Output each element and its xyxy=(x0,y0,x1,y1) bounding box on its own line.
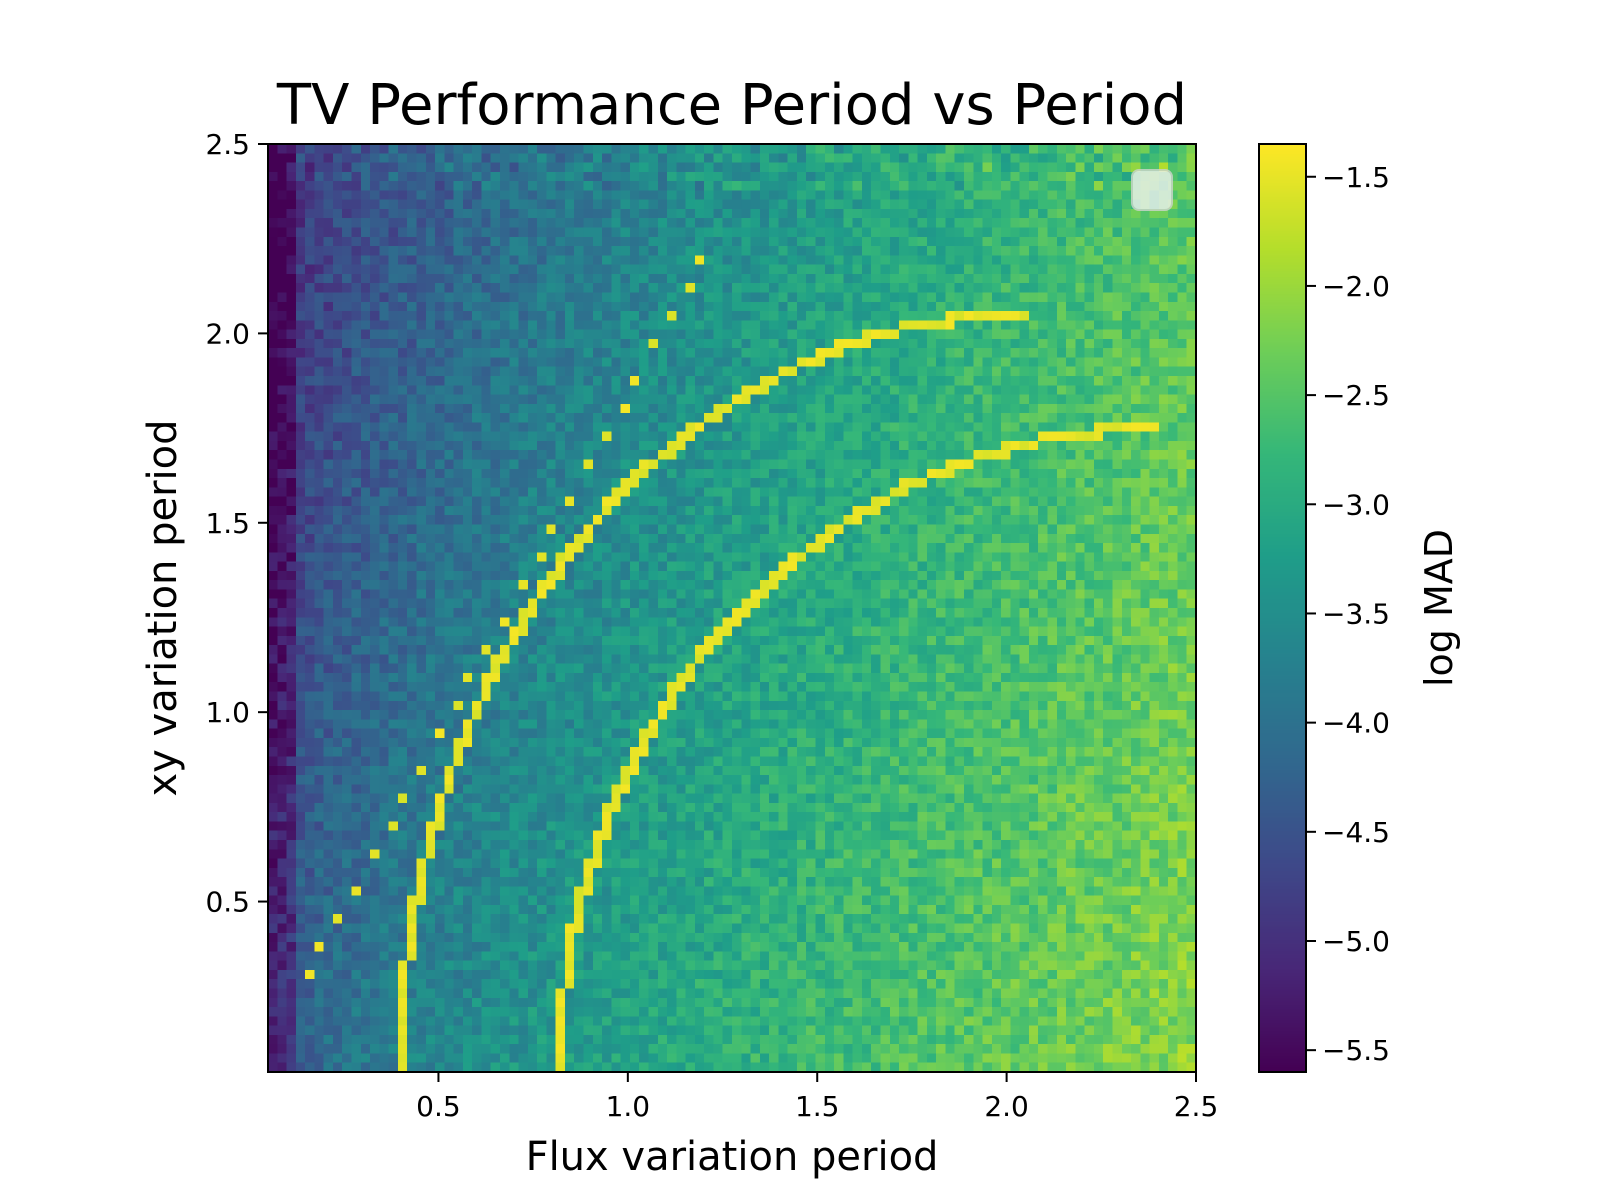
plot-frame xyxy=(267,143,1197,1073)
y-tick-label: 2.5 xyxy=(205,128,250,161)
colorbar-ticks: −1.5 −2.0 −2.5 −3.0 −3.5 −4.0 −4.5 −5.0 −5.5 xyxy=(1306,161,1390,1067)
y-axis-ticks: 0.5 1.0 1.5 2.0 2.5 xyxy=(205,128,268,919)
colorbar-tick-label: −4.5 xyxy=(1322,816,1390,849)
colorbar-tick-label: −5.0 xyxy=(1322,925,1390,958)
colorbar-frame xyxy=(1258,143,1307,1073)
x-tick-label: 2.0 xyxy=(984,1090,1029,1123)
x-tick-label: 2.5 xyxy=(1174,1090,1219,1123)
chart-title: TV Performance Period vs Period xyxy=(276,73,1187,138)
colorbar-tick-label: −1.5 xyxy=(1322,161,1390,194)
colorbar-label: log MAD xyxy=(1417,529,1461,687)
x-axis-ticks: 0.5 1.0 1.5 2.0 2.5 xyxy=(416,1072,1218,1123)
heatmap-image xyxy=(268,144,1196,1072)
y-tick-label: 0.5 xyxy=(205,886,250,919)
colorbar-tick-label: −3.0 xyxy=(1322,488,1390,521)
colorbar-tick-label: −4.0 xyxy=(1322,707,1390,740)
y-axis-label: xy variation period xyxy=(140,419,186,796)
x-axis-label: Flux variation period xyxy=(526,1134,939,1180)
colorbar-tick-label: −5.5 xyxy=(1322,1034,1390,1067)
colorbar-tick-label: −3.5 xyxy=(1322,597,1390,630)
y-tick-label: 1.5 xyxy=(205,507,250,540)
colorbar-gradient xyxy=(1259,144,1306,1072)
colorbar-tick-label: −2.5 xyxy=(1322,379,1390,412)
x-tick-label: 1.5 xyxy=(795,1090,840,1123)
y-tick-label: 1.0 xyxy=(205,696,250,729)
colorbar-tick-label: −2.0 xyxy=(1322,270,1390,303)
x-tick-label: 0.5 xyxy=(416,1090,461,1123)
y-tick-label: 2.0 xyxy=(205,317,250,350)
legend-box xyxy=(1131,169,1173,211)
x-tick-label: 1.0 xyxy=(606,1090,651,1123)
